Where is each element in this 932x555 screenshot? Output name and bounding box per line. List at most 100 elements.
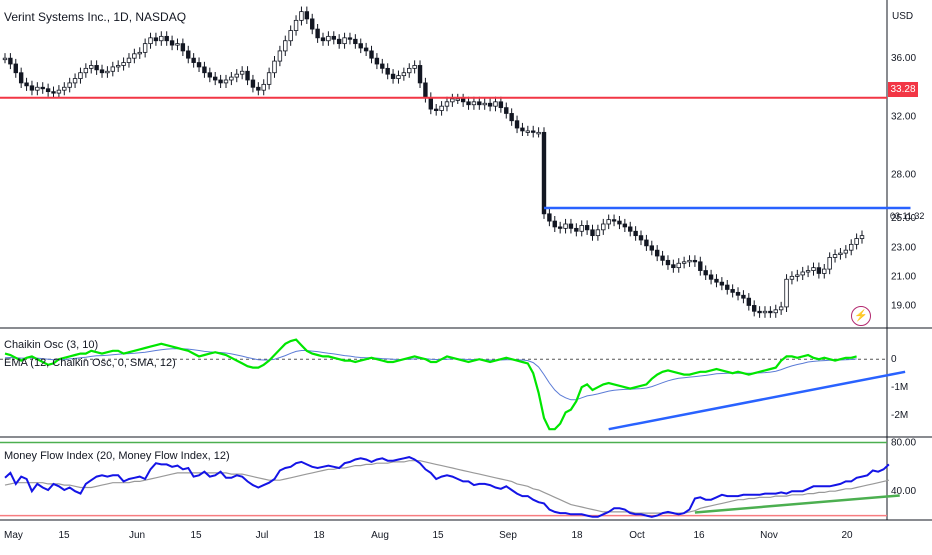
candle-down	[353, 38, 358, 45]
candle-up	[822, 268, 827, 274]
candle-up	[126, 57, 132, 63]
osc-ema-line	[4, 348, 857, 401]
price-tick-label: 36.00	[891, 53, 916, 64]
candle-down	[347, 37, 353, 40]
candle-down	[487, 102, 493, 107]
candle-down	[380, 63, 385, 69]
time-tick-label: 15	[58, 530, 70, 541]
candle-down	[611, 219, 617, 222]
candle-down	[752, 305, 757, 312]
candle-down	[336, 38, 342, 45]
candle-down	[320, 37, 326, 42]
candle-up	[849, 243, 854, 251]
candle-up	[482, 102, 487, 106]
time-tick-label: May	[4, 530, 23, 541]
candle-down	[514, 120, 520, 129]
candle-up	[762, 310, 768, 314]
candle-up	[293, 19, 299, 31]
lightning-icon[interactable]: ⚡	[851, 306, 871, 326]
mfi-trend-line	[694, 494, 900, 514]
candle-up	[132, 53, 137, 59]
candle-down	[18, 72, 24, 84]
candle-down	[13, 63, 18, 74]
candle-up	[266, 72, 272, 85]
time-tick-label: 20	[841, 530, 853, 541]
candle-down	[698, 261, 703, 271]
candle-up	[579, 225, 584, 232]
candle-up	[439, 105, 444, 111]
time-tick-label: 15	[432, 530, 444, 541]
candle-up	[67, 82, 72, 88]
candle-up	[115, 65, 121, 68]
candle-up	[110, 66, 115, 72]
candle-up	[444, 101, 450, 107]
mfi-title[interactable]: Money Flow Index (20, Money Flow Index, …	[4, 450, 230, 462]
price-tick-label: 25.00	[891, 213, 916, 224]
candle-down	[654, 249, 660, 257]
candle-down	[29, 85, 35, 91]
candle-down	[374, 57, 380, 65]
candle-down	[735, 291, 741, 296]
candle-down	[428, 97, 434, 110]
candle-down	[196, 62, 202, 68]
osc-tick-label: 0	[891, 354, 897, 365]
candle-down	[557, 226, 563, 229]
candle-up	[493, 101, 498, 107]
candle-up	[789, 275, 795, 280]
candle-down	[45, 88, 51, 93]
candle-down	[719, 281, 725, 286]
candle-up	[62, 86, 67, 91]
price-tick-label: 21.00	[891, 271, 916, 282]
candle-down	[638, 235, 644, 241]
mfi-line	[4, 456, 890, 518]
candle-down	[191, 57, 196, 63]
candle-down	[250, 79, 256, 88]
currency-label[interactable]: USD	[892, 11, 914, 22]
candle-up	[223, 79, 229, 84]
candle-down	[498, 101, 504, 109]
candle-down	[504, 107, 509, 114]
candle-up	[778, 306, 784, 311]
osc-title[interactable]: Chaikin Osc (3, 10)	[4, 339, 99, 351]
candle-down	[51, 91, 56, 94]
candle-up	[827, 257, 832, 270]
last-price-badge: 33.28	[888, 82, 918, 97]
candle-down	[423, 82, 428, 98]
time-tick-label: 18	[571, 530, 583, 541]
candle-down	[180, 43, 186, 52]
candle-up	[525, 130, 531, 133]
candle-up	[784, 278, 789, 308]
candle-down	[8, 57, 13, 65]
candle-up	[450, 98, 455, 103]
time-tick-label: Jul	[256, 530, 269, 541]
candle-down	[24, 82, 29, 87]
candle-up	[35, 86, 40, 91]
candle-down	[649, 245, 654, 251]
candle-down	[531, 130, 536, 133]
candle-down	[94, 65, 99, 71]
candle-down	[331, 35, 336, 40]
candle-up	[121, 62, 126, 66]
candle-up	[687, 259, 692, 263]
candle-down	[358, 43, 363, 49]
candle-up	[811, 267, 816, 271]
candle-down	[714, 278, 719, 283]
candle-down	[310, 18, 315, 30]
candle-down	[477, 101, 482, 106]
osc-subtitle[interactable]: EMA (12, Chaikin Osc, 0, SMA, 12)	[4, 357, 176, 369]
candle-up	[396, 75, 401, 79]
candle-down	[725, 284, 730, 290]
candle-up	[412, 65, 417, 69]
candle-up	[83, 67, 89, 74]
candle-up	[175, 43, 180, 46]
price-tick-label: 32.00	[891, 111, 916, 122]
candle-up	[805, 270, 811, 273]
candle-up	[142, 43, 148, 53]
candle-down	[218, 79, 223, 84]
candle-up	[859, 235, 865, 239]
price-tick-label: 19.00	[891, 300, 916, 311]
candle-up	[72, 78, 78, 84]
candle-down	[730, 289, 735, 293]
